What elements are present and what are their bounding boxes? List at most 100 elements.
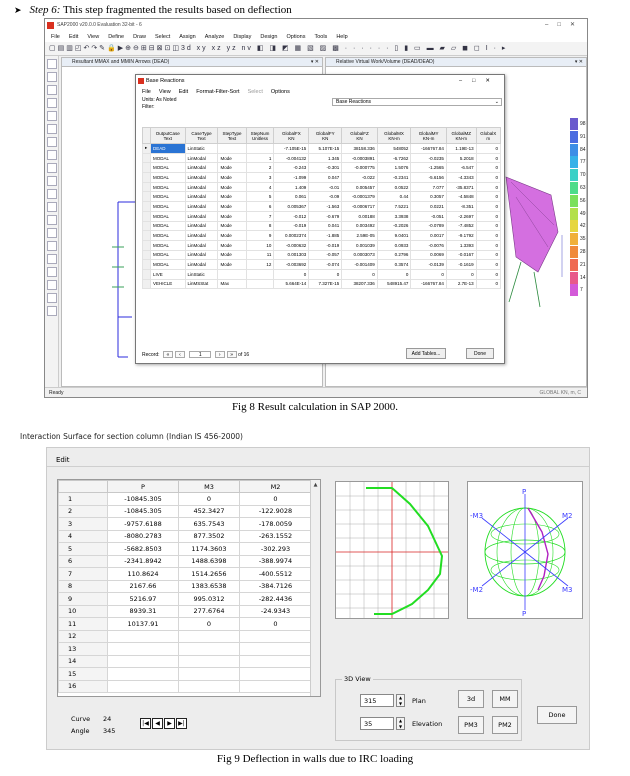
table-cell[interactable]: -4.5848 [445, 191, 477, 203]
sap-menu-edit[interactable]: Edit [68, 34, 79, 40]
table-cell[interactable] [239, 629, 312, 643]
table-cell[interactable]: 0.2796 [376, 249, 412, 261]
table-cell[interactable]: -0.243 [273, 162, 310, 174]
table-cell[interactable]: 0 [410, 268, 447, 280]
table-row[interactable]: MODAL LinModal Mode 7 -0.012 -0.679 0.00188 3.3… [142, 210, 502, 222]
table-cell[interactable]: -0.2341 [376, 172, 412, 183]
left-view-close-icon[interactable]: ▾ ✕ [310, 59, 319, 65]
table-cell[interactable]: MODAL [150, 201, 186, 212]
table-cell[interactable]: 7 [245, 210, 275, 222]
table-cell[interactable]: LinModal [184, 181, 219, 193]
sap-toolbar[interactable]: ▢▤▥◰↶↷✎🔒▶⊕⊖⊞⊟⊠⊡◫3d xy xz yz nv ◧ ◨ ◩ ▦ ▧… [45, 42, 587, 56]
table-cell[interactable]: 548052 [376, 143, 412, 154]
table-cell[interactable] [239, 642, 312, 656]
right-view-tab[interactable]: Relative Virtual Work/Volume (DEAD/DEAD)… [326, 58, 586, 67]
right-view-close-icon[interactable]: ▾ ✕ [574, 59, 583, 65]
sap-menu-assign[interactable]: Assign [179, 34, 196, 40]
table-cell[interactable]: 0.0933 [376, 239, 412, 251]
table-cell[interactable]: 0 [475, 210, 502, 222]
interaction-table[interactable]: P M3 M2 1 -10845.305 0 0 2 -10845.305 452.3427… [57, 479, 321, 697]
table-cell[interactable]: 452.3427 [178, 504, 240, 518]
table-row[interactable]: MODAL LinModal Mode 10 -0.000632 -0.019 0.0010… [142, 239, 502, 251]
sap-menu-define[interactable]: Define [108, 34, 125, 40]
table-cell[interactable]: 1174.3603 [178, 542, 240, 556]
tool-misc6-icon[interactable] [47, 306, 57, 316]
table-cell[interactable]: 548915.47 [376, 278, 412, 290]
dialog-menu-view[interactable]: View [158, 89, 171, 95]
table-row[interactable]: 7 110.8624 1514.2656 -400.5512 [58, 567, 312, 581]
br-col-header[interactable]: GlobalMX KN-m [376, 127, 412, 144]
table-row[interactable]: ▸ DEAD LinStatic -7.105E-15 5.107E-15 38158.3… [142, 143, 502, 154]
table-cell[interactable]: -0.0006717 [341, 201, 378, 212]
table-row[interactable]: MODAL LinModal Mode 6 0.005367 -1.563 -0.00067… [142, 201, 502, 212]
table-cell[interactable]: 0 [475, 201, 502, 212]
table-cell[interactable]: 5.2018 [445, 152, 477, 164]
table-cell[interactable]: 0 [475, 172, 502, 183]
table-cell[interactable]: LinModal [184, 201, 219, 212]
table-cell[interactable]: Mode [217, 191, 247, 203]
dialog-done-button[interactable]: Done [466, 348, 494, 359]
table-row[interactable]: 15 [58, 667, 312, 681]
table-cell[interactable]: -0.0139 [410, 259, 447, 270]
table-cell[interactable]: -10845.305 [107, 504, 179, 518]
table-cell[interactable]: -35.8371 [445, 181, 477, 193]
table-cell[interactable]: 0 [178, 617, 240, 631]
table-cell[interactable]: -0.003692 [273, 259, 310, 270]
table-cell[interactable]: -400.5512 [239, 567, 312, 581]
table-cell[interactable] [178, 654, 240, 668]
tool-cable-icon[interactable] [47, 163, 57, 173]
view-pm2-button[interactable]: PM2 [492, 716, 518, 734]
row-selector[interactable] [142, 152, 151, 164]
table-cell[interactable]: 0.005457 [341, 181, 378, 193]
table-cell[interactable] [178, 679, 240, 693]
table-cell[interactable]: -24.9343 [239, 604, 312, 618]
table-cell[interactable]: 5.107E-15 [308, 143, 343, 154]
table-cell[interactable]: -0.022 [341, 172, 378, 183]
table-cell[interactable]: 1.19E-13 [445, 143, 477, 154]
table-cell[interactable]: -6.7262 [376, 152, 412, 164]
tool-pointer-icon[interactable] [47, 59, 57, 69]
table-cell[interactable]: 10137.91 [107, 617, 179, 631]
table-cell[interactable]: -4.3343 [445, 172, 477, 183]
table-cell[interactable]: 0 [475, 259, 502, 270]
table-row[interactable]: 1 -10845.305 0 0 [58, 492, 312, 506]
table-cell[interactable]: 0 [178, 492, 240, 506]
table-cell[interactable]: 8 [245, 220, 275, 232]
sap-menu-display[interactable]: Display [233, 34, 252, 40]
sap-menu-file[interactable]: File [51, 34, 60, 40]
table-cell[interactable] [178, 629, 240, 643]
table-cell[interactable]: 0 [445, 268, 477, 280]
table-cell[interactable]: 0 [475, 191, 502, 203]
table-row[interactable]: 8 2167.66 1383.6538 -384.7126 [58, 579, 312, 593]
table-cell[interactable]: Mode [217, 201, 247, 212]
table-row[interactable]: MODAL LinModal Mode 8 -0.019 0.041 0.003492 -0.… [142, 220, 502, 232]
sap-menu-options[interactable]: Options [286, 34, 306, 40]
table-cell[interactable]: 0 [475, 162, 502, 174]
table-cell[interactable]: 2167.66 [107, 579, 179, 593]
table-cell[interactable]: -0.01 [308, 181, 343, 193]
table-cell[interactable]: 1488.6398 [178, 554, 240, 568]
table-row[interactable]: 13 [58, 642, 312, 656]
table-cell[interactable]: Mode [217, 172, 247, 183]
table-cell[interactable]: 0.0522 [376, 181, 412, 193]
table-cell[interactable]: -0.000632 [273, 239, 310, 251]
table-cell[interactable]: -122.9028 [239, 504, 312, 518]
table-cell[interactable]: -6.547 [445, 162, 477, 174]
row-selector[interactable] [142, 249, 151, 261]
row-selector[interactable] [142, 162, 151, 174]
sap-menu-design[interactable]: Design [260, 34, 278, 40]
table-cell[interactable]: 0.0017 [410, 230, 447, 241]
table-cell[interactable]: -2341.8942 [107, 554, 179, 568]
row-selector[interactable] [142, 201, 151, 212]
table-cell[interactable] [178, 642, 240, 656]
row-selector[interactable] [142, 181, 151, 193]
table-cell[interactable]: MODAL [150, 249, 186, 261]
table-cell[interactable]: VEHICLE [150, 278, 186, 290]
table-cell[interactable]: LinModal [184, 249, 219, 261]
last-record-button[interactable]: » [226, 351, 237, 358]
table-cell[interactable]: 0 [475, 152, 502, 164]
table-cell[interactable]: LinModal [184, 152, 219, 164]
table-cell[interactable]: 2.59E-05 [341, 230, 378, 241]
table-cell[interactable]: -10845.305 [107, 492, 179, 506]
table-cell[interactable]: 0 [475, 220, 502, 232]
